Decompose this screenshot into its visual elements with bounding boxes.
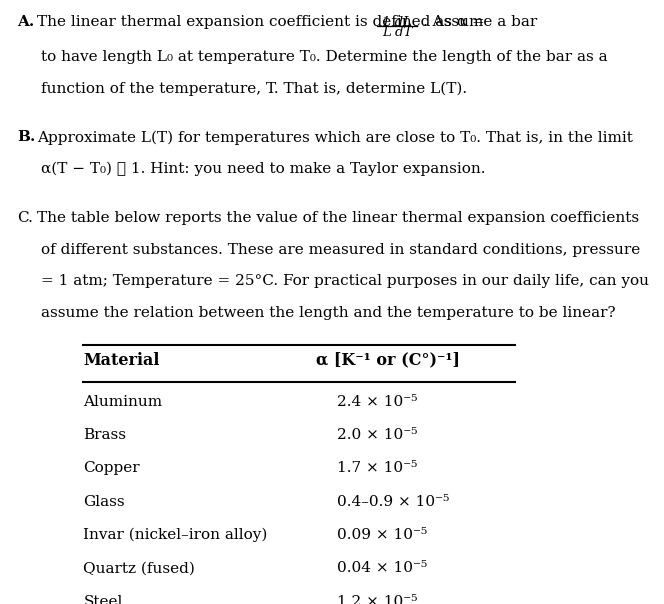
Text: Brass: Brass [84, 428, 126, 442]
Text: 1 dL: 1 dL [382, 16, 412, 30]
Text: α(T − T₀) ≪ 1. Hint: you need to make a Taylor expansion.: α(T − T₀) ≪ 1. Hint: you need to make a … [41, 162, 485, 176]
Text: 1.7 × 10⁻⁵: 1.7 × 10⁻⁵ [337, 461, 418, 475]
Text: assume the relation between the length and the temperature to be linear?: assume the relation between the length a… [41, 306, 616, 320]
Text: C.: C. [17, 211, 33, 225]
Text: 0.09 × 10⁻⁵: 0.09 × 10⁻⁵ [337, 528, 428, 542]
Text: 0.4–0.9 × 10⁻⁵: 0.4–0.9 × 10⁻⁵ [337, 495, 450, 509]
Text: 2.0 × 10⁻⁵: 2.0 × 10⁻⁵ [337, 428, 418, 442]
Text: 1.2 × 10⁻⁵: 1.2 × 10⁻⁵ [337, 595, 418, 604]
Text: The linear thermal expansion coefficient is defined as α =: The linear thermal expansion coefficient… [37, 15, 485, 29]
Text: 0.04 × 10⁻⁵: 0.04 × 10⁻⁵ [337, 561, 428, 576]
Text: to have length L₀ at temperature T₀. Determine the length of the bar as a: to have length L₀ at temperature T₀. Det… [41, 50, 608, 64]
Text: function of the temperature, T. That is, determine L(T).: function of the temperature, T. That is,… [41, 82, 467, 96]
Text: = 1 atm; Temperature = 25°C. For practical purposes in our daily life, can you: = 1 atm; Temperature = 25°C. For practic… [41, 274, 649, 289]
Text: L dT: L dT [382, 26, 412, 39]
Text: Material: Material [84, 352, 160, 368]
Text: . Assume a bar: . Assume a bar [423, 15, 537, 29]
Text: 2.4 × 10⁻⁵: 2.4 × 10⁻⁵ [337, 394, 418, 408]
Text: Aluminum: Aluminum [84, 394, 163, 408]
Text: The table below reports the value of the linear thermal expansion coefficients: The table below reports the value of the… [37, 211, 639, 225]
Text: Copper: Copper [84, 461, 140, 475]
Text: Glass: Glass [84, 495, 125, 509]
Text: Steel: Steel [84, 595, 123, 604]
Text: Invar (nickel–iron alloy): Invar (nickel–iron alloy) [84, 528, 268, 542]
Text: of different substances. These are measured in standard conditions, pressure: of different substances. These are measu… [41, 243, 640, 257]
Text: Approximate L(T) for temperatures which are close to T₀. That is, in the limit: Approximate L(T) for temperatures which … [37, 130, 633, 145]
Text: B.: B. [17, 130, 36, 144]
Text: A.: A. [17, 15, 35, 29]
Text: α [K⁻¹ or (C°)⁻¹]: α [K⁻¹ or (C°)⁻¹] [316, 352, 460, 368]
Text: Quartz (fused): Quartz (fused) [84, 561, 195, 576]
